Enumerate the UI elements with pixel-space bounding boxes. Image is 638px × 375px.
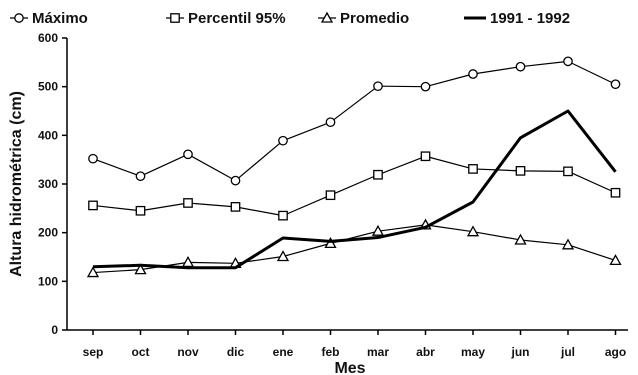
data-point-circle	[610, 79, 621, 90]
data-point-square	[563, 166, 573, 177]
y-tick-label: 200	[38, 226, 58, 240]
data-point-circle	[373, 81, 383, 92]
x-tick-label: dic	[227, 345, 245, 359]
data-point-square	[183, 198, 193, 208]
legend-marker-square	[170, 13, 180, 23]
data-point-triangle	[514, 233, 527, 245]
x-tick-label: feb	[322, 345, 340, 359]
data-point-triangle	[561, 238, 575, 250]
y-ticks: 0 100 200 300 400 500 600	[38, 31, 67, 337]
data-point-circle	[230, 175, 241, 186]
chart-legend: Máximo Percentil 95% Promedio 1991 - 1992	[10, 10, 570, 27]
data-point-circle	[420, 81, 431, 92]
data-point-square	[373, 169, 383, 180]
series-promedio	[86, 218, 622, 278]
data-point-square	[278, 210, 288, 221]
data-point-triangle	[134, 263, 147, 275]
data-point-circle	[325, 117, 336, 128]
y-tick-label: 600	[38, 31, 58, 45]
x-tick-label: oct	[132, 345, 150, 359]
legend-marker-circle	[14, 13, 24, 23]
series-layer	[86, 56, 622, 278]
x-ticks: sep oct nov dic ene feb mar abr may jun jul ago	[83, 330, 626, 359]
x-tick-label: ene	[273, 345, 294, 359]
data-point-square	[515, 166, 526, 176]
x-tick-label: mar	[367, 345, 389, 359]
data-point-circle	[563, 56, 573, 67]
data-point-triangle	[466, 225, 480, 237]
data-point-square	[325, 190, 336, 201]
y-axis-title: Altura hidrométrica (cm)	[8, 91, 25, 277]
series-line	[92, 224, 616, 274]
data-point-circle	[88, 153, 98, 164]
y-tick-label: 0	[51, 323, 58, 337]
legend-label: Promedio	[340, 10, 409, 27]
data-point-circle	[135, 171, 146, 182]
series-1991-1992	[92, 109, 617, 270]
data-point-square	[135, 205, 146, 216]
legend-item: Percentil 95%	[166, 10, 286, 27]
data-point-triangle	[86, 266, 100, 278]
legend-label: Percentil 95%	[188, 10, 286, 27]
y-tick-label: 500	[38, 80, 58, 94]
chart-axes: 0 100 200 300 400 500 600 sep oct nov dic ene feb ma…	[38, 31, 628, 359]
x-tick-label: nov	[177, 345, 199, 359]
data-point-circle	[515, 61, 526, 72]
y-tick-label: 400	[38, 128, 58, 142]
legend-label: Máximo	[32, 10, 88, 27]
data-point-circle	[468, 69, 478, 79]
x-tick-label: ago	[605, 345, 626, 359]
y-tick-label: 100	[38, 274, 58, 288]
data-point-circle	[278, 135, 288, 146]
x-axis-title: Mes	[334, 360, 365, 375]
x-tick-label: jul	[560, 345, 575, 359]
data-point-triangle	[276, 250, 290, 262]
x-tick-label: abr	[416, 345, 435, 359]
data-point-triangle	[371, 224, 385, 236]
data-point-triangle	[609, 254, 622, 266]
series-m-ximo	[88, 56, 621, 186]
legend-item: 1991 - 1992	[464, 10, 570, 27]
x-tick-label: may	[461, 345, 485, 359]
data-point-square	[230, 202, 241, 212]
data-point-square	[610, 187, 621, 198]
series-line	[92, 60, 616, 182]
legend-item: Máximo	[10, 10, 88, 27]
x-tick-label: jun	[511, 345, 530, 359]
data-point-square	[468, 164, 478, 174]
legend-item: Promedio	[318, 10, 409, 27]
x-tick-label: sep	[83, 345, 104, 359]
data-point-square	[420, 151, 431, 162]
data-point-square	[88, 200, 98, 211]
legend-label: 1991 - 1992	[490, 10, 570, 27]
legend-marker-triangle	[320, 11, 334, 23]
data-point-circle	[183, 149, 193, 160]
y-tick-label: 300	[38, 177, 58, 191]
series-line	[92, 109, 617, 270]
series-percentil-95-	[88, 151, 621, 221]
series-line	[92, 155, 616, 217]
